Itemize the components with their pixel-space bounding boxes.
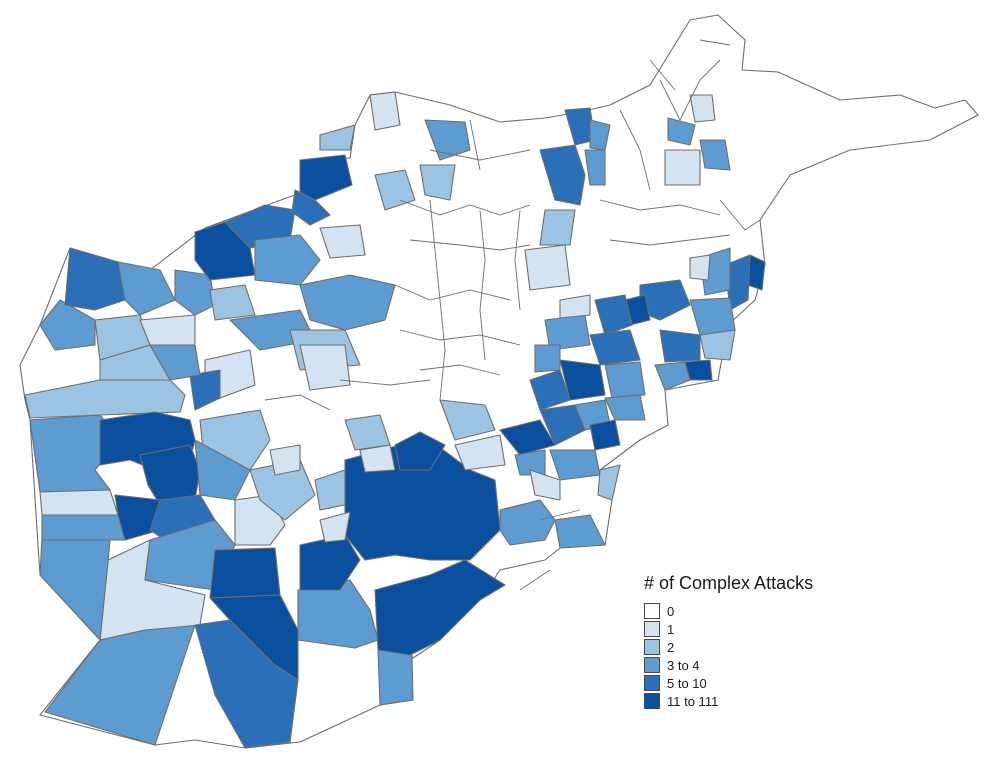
district-faryab-dark-2 xyxy=(299,154,353,201)
district-uruzgan-3 xyxy=(319,511,351,543)
district-paktya-1 xyxy=(604,394,646,421)
legend: # of Complex Attacks 0 1 2 3 to 4 5 to 10 11 … xyxy=(644,573,813,710)
district-zabul xyxy=(499,499,556,546)
legend-item: 0 xyxy=(644,602,813,620)
district-uruzgan-dark xyxy=(394,431,446,471)
legend-item: 2 xyxy=(644,638,813,656)
legend-label: 2 xyxy=(667,639,675,655)
legend-rows: 0 1 2 3 to 4 5 to 10 11 to 111 xyxy=(644,602,813,710)
legend-swatch xyxy=(644,657,660,673)
district-baghlan-light xyxy=(524,244,571,291)
district-helmand-south xyxy=(194,619,299,749)
district-w-light xyxy=(39,489,119,516)
district-sarepul xyxy=(299,274,396,331)
district-herat-3 xyxy=(149,344,201,381)
district-balkh-1 xyxy=(319,124,356,151)
district-kapisa-mid xyxy=(594,294,633,336)
district-badakhshan-2 xyxy=(699,139,731,171)
district-nangarhar-4 xyxy=(654,361,691,391)
legend-item: 3 to 4 xyxy=(644,656,813,674)
district-takhar-2 xyxy=(584,149,606,186)
district-west-light xyxy=(269,444,301,476)
district-badakhshan-light-2 xyxy=(689,94,716,123)
district-zabul-light-2 xyxy=(559,294,591,319)
district-balkh-2 xyxy=(424,119,471,161)
district-samangan-light xyxy=(319,224,366,259)
district-badakhshan-1 xyxy=(667,117,696,146)
district-ghazni-light xyxy=(454,434,506,471)
district-herat-nw xyxy=(64,247,126,311)
district-zabul-2 xyxy=(554,514,606,549)
legend-swatch xyxy=(644,621,660,637)
legend-item: 1 xyxy=(644,620,813,638)
district-boundaries xyxy=(264,39,761,591)
legend-swatch xyxy=(644,639,660,655)
legend-label: 11 to 111 xyxy=(667,693,719,709)
district-kunduz-mid xyxy=(539,144,586,206)
district-jowzjan-mid xyxy=(291,189,331,226)
legend-label: 1 xyxy=(667,621,675,637)
district-samangan-2 xyxy=(419,164,456,201)
district-kunar-dark xyxy=(747,254,766,291)
district-ghor-3 xyxy=(194,439,251,501)
district-samangan-1 xyxy=(374,169,416,211)
district-sw-west xyxy=(39,537,111,641)
legend-label: 3 to 4 xyxy=(667,657,700,673)
district-nangarhar-3 xyxy=(659,329,701,363)
district-paktya-dark xyxy=(589,419,621,451)
legend-label: 0 xyxy=(667,603,675,619)
district-kabul-mid xyxy=(589,329,641,366)
district-w-lower xyxy=(41,514,126,541)
district-helmand-dark xyxy=(209,547,281,599)
district-badghis-2 xyxy=(174,269,216,316)
district-center-light xyxy=(299,344,351,391)
district-badghis-1 xyxy=(117,261,176,316)
legend-swatch xyxy=(644,693,660,709)
district-paktika-2 xyxy=(597,464,621,501)
legend-label: 5 to 10 xyxy=(667,675,707,691)
district-nuristan-light xyxy=(689,254,711,281)
legend-title: # of Complex Attacks xyxy=(644,573,814,593)
legend-swatch xyxy=(644,675,660,691)
district-logar-1 xyxy=(604,361,646,399)
district-daikundi-2 xyxy=(359,444,396,473)
district-ghazni-3 xyxy=(439,399,496,441)
district-baghlan-1 xyxy=(539,209,576,246)
district-zabul-light xyxy=(529,469,561,501)
legend-item: 11 to 111 xyxy=(644,692,813,710)
legend-item: 5 to 10 xyxy=(644,674,813,692)
district-badakhshan-light xyxy=(664,149,701,186)
district-kabul-dark xyxy=(559,359,606,401)
district-kandahar-south xyxy=(377,649,414,706)
district-farah-dark-3 xyxy=(114,494,161,541)
district-wardak-1 xyxy=(529,369,571,411)
district-balkh-light xyxy=(369,91,401,131)
district-herat-4 xyxy=(39,299,96,351)
district-uruzgan-2 xyxy=(314,469,346,511)
district-badghis-mid xyxy=(189,369,221,411)
district-faryab-3 xyxy=(254,234,321,286)
district-kunar-mid xyxy=(724,254,751,311)
district-sw-light xyxy=(99,539,206,641)
district-wardak-2 xyxy=(534,344,561,373)
district-herat-light xyxy=(139,314,196,346)
legend-swatch xyxy=(644,603,660,619)
district-nangarhar-2 xyxy=(699,329,736,361)
district-badghis-3 xyxy=(209,284,256,321)
district-kandahar-dark xyxy=(374,559,506,656)
